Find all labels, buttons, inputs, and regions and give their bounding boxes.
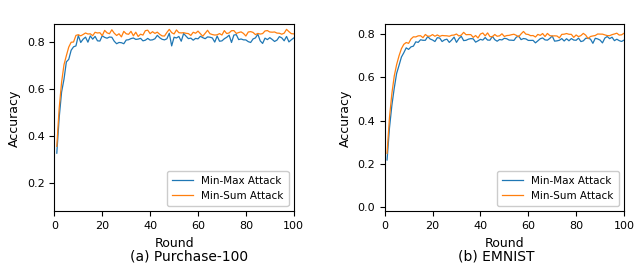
Line: Min-Sum Attack: Min-Sum Attack (57, 29, 294, 146)
Legend: Min-Max Attack, Min-Sum Attack: Min-Max Attack, Min-Sum Attack (166, 170, 289, 206)
Min-Max Attack (438, 40, 446, 43)
Min-Max Attack (99, 34, 106, 37)
Min-Sum Attack (429, 33, 436, 36)
Min-Max Attack (620, 38, 628, 42)
Text: (b) EMNIST: (b) EMNIST (458, 249, 534, 263)
Line: Min-Max Attack: Min-Max Attack (387, 36, 624, 160)
X-axis label: Round: Round (154, 237, 194, 250)
Min-Sum Attack (290, 32, 298, 36)
Min-Sum Attack (611, 32, 618, 36)
Min-Sum Attack (383, 152, 391, 155)
X-axis label: Round: Round (484, 237, 524, 250)
Min-Max Attack (548, 34, 556, 38)
Min-Max Attack (429, 38, 436, 41)
Min-Sum Attack (194, 30, 202, 33)
Min-Max Attack (524, 39, 532, 42)
Min-Max Attack (604, 35, 611, 38)
Min-Sum Attack (520, 30, 527, 33)
Min-Max Attack (177, 40, 185, 43)
Min-Sum Attack (506, 34, 513, 37)
Min-Sum Attack (527, 34, 534, 37)
Min-Max Attack (506, 38, 513, 42)
Min-Max Attack (165, 32, 173, 35)
Min-Max Attack (273, 38, 281, 42)
Min-Max Attack (611, 39, 618, 42)
Min-Sum Attack (175, 31, 182, 34)
Line: Min-Sum Attack: Min-Sum Attack (387, 31, 624, 153)
Min-Max Attack (383, 158, 391, 162)
Min-Sum Attack (271, 30, 278, 34)
Y-axis label: Accuracy: Accuracy (339, 89, 351, 147)
Y-axis label: Accuracy: Accuracy (8, 89, 21, 147)
Min-Max Attack (108, 36, 116, 39)
Min-Max Attack (53, 151, 61, 155)
Min-Sum Attack (604, 34, 611, 37)
Min-Sum Attack (99, 34, 106, 37)
Legend: Min-Max Attack, Min-Sum Attack: Min-Max Attack, Min-Sum Attack (497, 170, 619, 206)
Min-Max Attack (290, 36, 298, 40)
Text: (a) Purchase-100: (a) Purchase-100 (130, 249, 248, 263)
Min-Sum Attack (620, 32, 628, 35)
Min-Sum Attack (53, 145, 61, 148)
Min-Sum Attack (438, 34, 446, 37)
Min-Sum Attack (108, 28, 116, 31)
Min-Sum Attack (283, 28, 291, 31)
Min-Sum Attack (278, 33, 285, 36)
Min-Max Attack (280, 39, 288, 42)
Min-Max Attack (196, 35, 204, 38)
Line: Min-Max Attack: Min-Max Attack (57, 33, 294, 153)
